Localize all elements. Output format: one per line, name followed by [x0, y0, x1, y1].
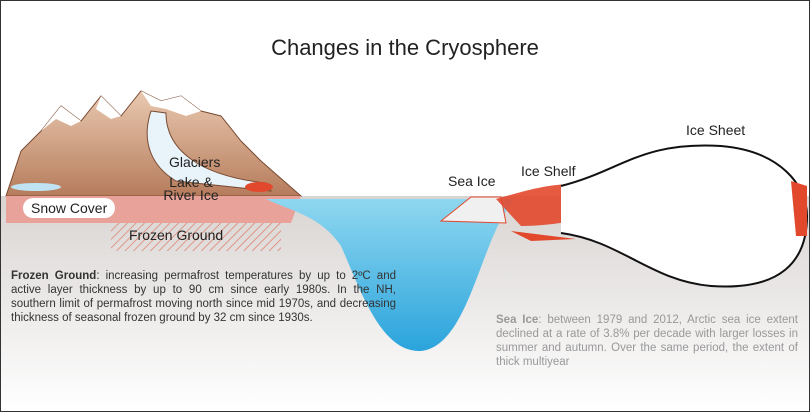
- snow-cap: [141, 91, 201, 116]
- ice-shelf-base: [511, 231, 576, 241]
- sea-ice: [439, 196, 507, 224]
- note-heading: Sea Ice: [496, 314, 539, 326]
- label: Ice Shelf: [521, 163, 576, 179]
- note-text: : between 1979 and 2012, Arctic sea ice …: [496, 314, 798, 368]
- label: Ice Sheet: [686, 122, 746, 138]
- snow-cap: [41, 106, 81, 131]
- note-text: : increasing permafrost temperatures by …: [11, 270, 396, 324]
- label: Frozen Ground: [129, 227, 224, 243]
- frozen-ground: [111, 223, 281, 251]
- label: Sea Ice: [448, 173, 496, 189]
- lake: [11, 183, 61, 191]
- label: Lake & River Ice: [163, 174, 219, 203]
- ice-sheet-melt: [791, 181, 807, 236]
- note: Frozen Ground: increasing permafrost tem…: [11, 269, 396, 325]
- note-heading: Frozen Ground: [11, 270, 97, 282]
- ocean: [266, 199, 516, 352]
- label: Snow Cover: [23, 198, 116, 218]
- snow-cap: [96, 96, 121, 119]
- glacier-tongue: [245, 182, 273, 192]
- label: Glaciers: [169, 154, 221, 170]
- title: Changes in the Cryosphere: [271, 35, 539, 60]
- note: Sea Ice: between 1979 and 2012, Arctic s…: [496, 313, 798, 369]
